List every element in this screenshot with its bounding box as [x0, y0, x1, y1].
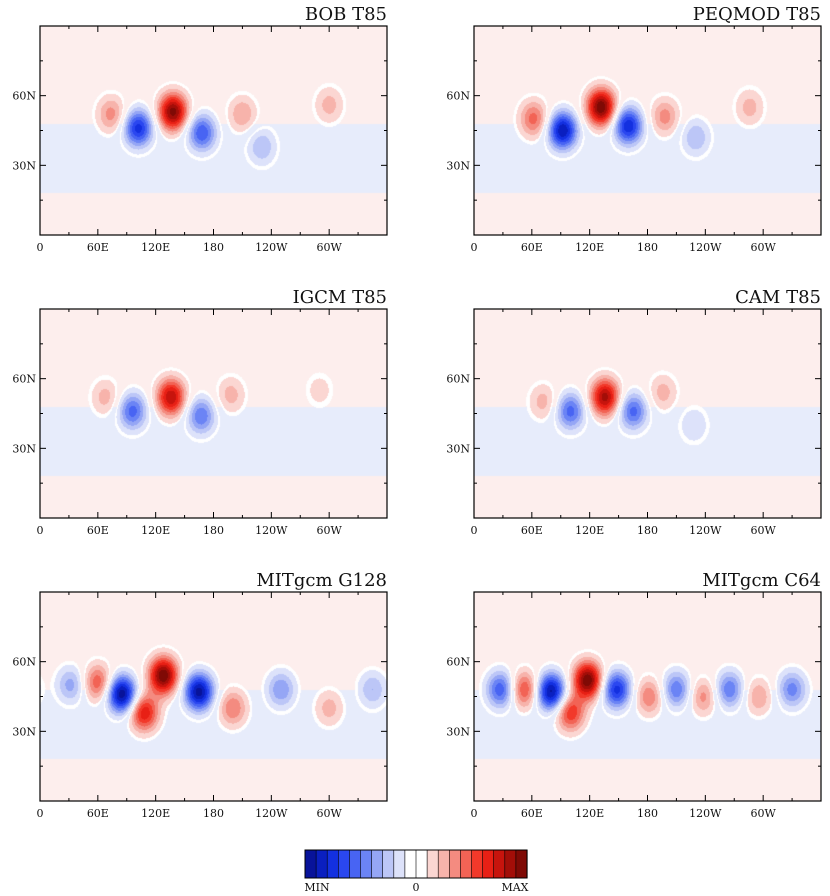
x-tick-label: 0 — [471, 241, 478, 254]
panel-title: IGCM T85 — [293, 287, 387, 308]
x-tick-label: 0 — [471, 524, 478, 537]
colorbar-zero-label: 0 — [413, 881, 420, 894]
x-tick-label: 60E — [87, 241, 109, 254]
x-tick-label: 120E — [141, 524, 170, 537]
x-tick-label: 120W — [689, 241, 722, 254]
x-tick-label: 120W — [689, 807, 722, 820]
x-tick-label: 60E — [87, 807, 109, 820]
colorbar-swatch — [493, 849, 506, 879]
colorbar-swatch — [371, 849, 384, 879]
x-tick-label: 0 — [37, 241, 44, 254]
colorbar-swatch — [471, 849, 484, 879]
colorbar-swatch — [426, 849, 439, 879]
y-tick-label: 30N — [446, 159, 470, 172]
colorbar-swatch — [326, 849, 339, 879]
colorbar-max-label: MAX — [501, 881, 528, 894]
x-tick-label: 180 — [637, 807, 658, 820]
x-tick-label: 60E — [87, 524, 109, 537]
x-tick-label: 180 — [203, 807, 224, 820]
colorbar-swatch — [404, 849, 417, 879]
x-tick-label: 120W — [255, 807, 288, 820]
field-plot — [474, 26, 821, 235]
colorbar-swatch — [315, 849, 328, 879]
colorbar-swatch — [515, 849, 528, 879]
field-plot — [40, 309, 387, 518]
colorbar: MIN 0 MAX — [304, 849, 529, 894]
panel-title: PEQMOD T85 — [693, 4, 821, 25]
y-tick-label: 60N — [446, 656, 470, 669]
panel-3: IGCM T85 0 60E 120E 180 120W 60W 30N 60N — [12, 287, 388, 537]
colorbar-swatch — [415, 849, 428, 879]
x-tick-label: 60E — [521, 241, 543, 254]
x-tick-label: 60W — [751, 524, 777, 537]
colorbar-swatch — [337, 849, 350, 879]
x-tick-label: 120W — [689, 524, 722, 537]
y-tick-label: 30N — [12, 159, 36, 172]
x-tick-label: 120E — [575, 807, 604, 820]
field-plot — [474, 592, 821, 801]
y-tick-label: 30N — [446, 442, 470, 455]
x-tick-label: 60W — [751, 807, 777, 820]
x-tick-label: 60W — [317, 241, 343, 254]
colorbar-swatch — [349, 849, 362, 879]
colorbar-swatch — [482, 849, 495, 879]
panel-title: BOB T85 — [305, 4, 387, 25]
field-plot — [474, 309, 821, 518]
x-tick-label: 60E — [521, 524, 543, 537]
panel-6: MITgcm C64 0 60E 120E 180 120W 60W 30N 60N — [446, 570, 822, 820]
x-tick-label: 60W — [751, 241, 777, 254]
x-tick-label: 0 — [37, 524, 44, 537]
x-tick-label: 60E — [521, 807, 543, 820]
colorbar-swatch — [448, 849, 461, 879]
colorbar-swatch — [304, 849, 317, 879]
x-tick-label: 180 — [203, 241, 224, 254]
y-tick-label: 60N — [12, 90, 36, 103]
x-tick-label: 180 — [637, 524, 658, 537]
colorbar-swatch — [504, 849, 517, 879]
x-tick-label: 180 — [637, 241, 658, 254]
y-tick-label: 30N — [12, 725, 36, 738]
field-plot — [40, 26, 387, 235]
x-tick-label: 60W — [317, 807, 343, 820]
field-plot — [40, 592, 387, 801]
x-tick-label: 120W — [255, 241, 288, 254]
x-tick-label: 0 — [37, 807, 44, 820]
x-tick-label: 120E — [575, 241, 604, 254]
y-tick-label: 30N — [446, 725, 470, 738]
y-tick-label: 60N — [446, 373, 470, 386]
x-tick-label: 120E — [575, 524, 604, 537]
colorbar-swatch — [460, 849, 473, 879]
y-tick-label: 60N — [446, 90, 470, 103]
x-tick-label: 0 — [471, 807, 478, 820]
colorbar-swatch — [437, 849, 450, 879]
x-tick-label: 60W — [317, 524, 343, 537]
y-tick-label: 60N — [12, 373, 36, 386]
x-tick-label: 120W — [255, 524, 288, 537]
panel-4: CAM T85 0 60E 120E 180 120W 60W 30N 60N — [446, 287, 822, 537]
x-tick-label: 180 — [203, 524, 224, 537]
panel-title: MITgcm G128 — [256, 570, 387, 591]
x-tick-label: 120E — [141, 241, 170, 254]
panel-title: MITgcm C64 — [702, 570, 821, 591]
panel-5: MITgcm G128 0 60E 120E 180 120W 60W 30N 60N — [12, 570, 388, 820]
panel-title: CAM T85 — [735, 287, 821, 308]
panel-2: PEQMOD T85 0 60E 120E 180 120W 60W 30N 60N — [446, 4, 822, 254]
colorbar-swatch — [393, 849, 406, 879]
colorbar-swatch — [360, 849, 373, 879]
panel-1: BOB T85 0 60E 120E 180 120W 60W 30N 60N — [12, 4, 388, 254]
y-tick-label: 30N — [12, 442, 36, 455]
colorbar-swatch — [382, 849, 395, 879]
y-tick-label: 60N — [12, 656, 36, 669]
x-tick-label: 120E — [141, 807, 170, 820]
colorbar-frame — [304, 849, 528, 879]
colorbar-min-label: MIN — [304, 881, 330, 894]
